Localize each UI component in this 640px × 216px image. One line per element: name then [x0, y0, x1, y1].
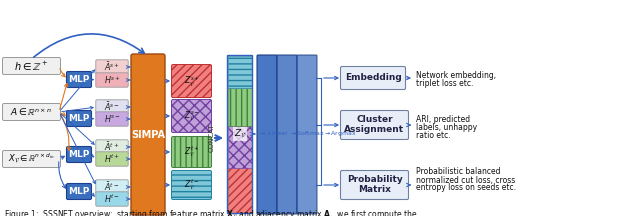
Text: MLP: MLP — [68, 114, 90, 123]
FancyBboxPatch shape — [131, 54, 165, 215]
Text: $Z_{\mathcal{V}}^{s-}$: $Z_{\mathcal{V}}^{s-}$ — [184, 110, 200, 122]
FancyBboxPatch shape — [67, 184, 92, 200]
Bar — [228, 126, 252, 168]
FancyBboxPatch shape — [67, 146, 92, 162]
Text: ratio etc.: ratio etc. — [416, 130, 451, 140]
Text: triplet loss etc.: triplet loss etc. — [416, 78, 474, 87]
Text: SIMPA: SIMPA — [131, 130, 165, 140]
Text: MLP: MLP — [68, 187, 90, 196]
FancyBboxPatch shape — [96, 60, 128, 74]
FancyBboxPatch shape — [3, 103, 61, 121]
FancyBboxPatch shape — [96, 152, 128, 166]
Text: Embedding: Embedding — [344, 73, 401, 83]
FancyBboxPatch shape — [172, 170, 211, 200]
FancyBboxPatch shape — [172, 65, 211, 97]
Text: normalized cut loss, cross: normalized cut loss, cross — [416, 175, 515, 184]
Text: $\rightarrow$ Linear $\rightarrow$Softmax$\rightarrow$Argmax: $\rightarrow$ Linear $\rightarrow$Softma… — [258, 130, 356, 138]
Text: $Z_{\mathcal{V}}^{t+}$: $Z_{\mathcal{V}}^{t+}$ — [184, 145, 199, 159]
Text: $H^{t-}$: $H^{t-}$ — [104, 193, 120, 205]
Bar — [228, 88, 252, 126]
FancyBboxPatch shape — [96, 180, 128, 194]
Text: $Z_{\mathcal{V}}^{t-}$: $Z_{\mathcal{V}}^{t-}$ — [184, 178, 199, 192]
Text: Cluster: Cluster — [356, 116, 393, 124]
Text: $H^{s+}$: $H^{s+}$ — [104, 74, 120, 86]
FancyBboxPatch shape — [340, 67, 406, 89]
Bar — [228, 56, 252, 88]
FancyBboxPatch shape — [96, 140, 128, 154]
Text: Probabilistic balanced: Probabilistic balanced — [416, 167, 500, 176]
Text: MLP: MLP — [68, 75, 90, 84]
Text: $H^{s-}$: $H^{s-}$ — [104, 113, 120, 124]
FancyBboxPatch shape — [3, 57, 61, 75]
Text: $\bar{A}^{t+}$: $\bar{A}^{t+}$ — [104, 141, 120, 153]
Text: $A \in \mathbb{R}^{n\times n}$: $A \in \mathbb{R}^{n\times n}$ — [10, 106, 52, 118]
Text: Assignment: Assignment — [344, 124, 404, 133]
Text: Matrix: Matrix — [358, 184, 391, 194]
FancyBboxPatch shape — [3, 151, 61, 167]
FancyBboxPatch shape — [340, 170, 408, 200]
FancyBboxPatch shape — [172, 100, 211, 132]
Text: labels, unhappy: labels, unhappy — [416, 122, 477, 132]
Text: entropy loss on seeds etc.: entropy loss on seeds etc. — [416, 184, 516, 192]
Text: $\bar{A}^{s+}$: $\bar{A}^{s+}$ — [104, 61, 120, 73]
Text: $h \in \mathbb{Z}^+$: $h \in \mathbb{Z}^+$ — [14, 59, 49, 73]
FancyBboxPatch shape — [67, 71, 92, 87]
Text: $Z_{\mathcal{V}}^{s+}$: $Z_{\mathcal{V}}^{s+}$ — [184, 74, 200, 88]
Text: ARI, predicted: ARI, predicted — [416, 114, 470, 124]
FancyBboxPatch shape — [257, 55, 277, 214]
Text: $Z_{\mathcal{V}}$: $Z_{\mathcal{V}}$ — [234, 128, 246, 140]
FancyBboxPatch shape — [96, 73, 128, 87]
Text: Probability: Probability — [347, 175, 403, 184]
Text: Network embedding,: Network embedding, — [416, 70, 496, 79]
FancyBboxPatch shape — [67, 111, 92, 127]
Text: $X_{\mathcal{V}} \in \mathbb{R}^{n\times d_{in}}$: $X_{\mathcal{V}} \in \mathbb{R}^{n\times… — [8, 152, 55, 166]
Text: $\bar{A}^{t-}$: $\bar{A}^{t-}$ — [104, 181, 120, 193]
Text: MLP: MLP — [68, 150, 90, 159]
Text: $\bar{A}^{s-}$: $\bar{A}^{s-}$ — [104, 101, 120, 113]
Text: $H^{t+}$: $H^{t+}$ — [104, 153, 120, 165]
FancyBboxPatch shape — [96, 112, 128, 126]
FancyBboxPatch shape — [96, 192, 128, 206]
Text: Figure 1:  SSSNET overview:  starting from feature matrix $\mathbf{X}_{\mathcal{: Figure 1: SSSNET overview: starting from… — [4, 208, 418, 216]
FancyBboxPatch shape — [297, 55, 317, 214]
FancyBboxPatch shape — [96, 100, 128, 114]
FancyBboxPatch shape — [277, 55, 297, 214]
FancyBboxPatch shape — [172, 137, 211, 167]
FancyBboxPatch shape — [340, 111, 408, 140]
Bar — [228, 168, 252, 213]
Text: CONCAT: CONCAT — [209, 124, 215, 152]
